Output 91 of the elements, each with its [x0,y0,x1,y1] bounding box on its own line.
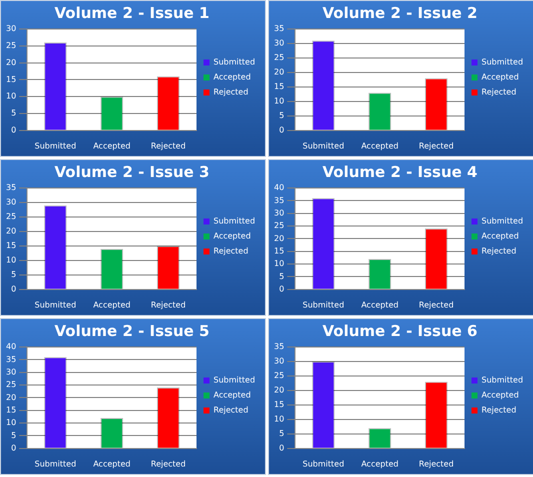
y-tick-label: 35 [274,342,284,352]
y-tick-label: 20 [274,386,284,395]
legend-label: Accepted [214,72,251,82]
chart-title: Volume 2 - Issue 5 [54,322,210,340]
y-tick-label: 30 [274,38,284,48]
y-tick-label: 20 [274,68,284,77]
legend-label: Submitted [482,58,524,67]
legend-label: Accepted [482,390,519,400]
y-tick-label: 25 [6,40,16,50]
legend-label: Submitted [214,58,256,67]
x-tick-label: Submitted [34,141,76,150]
y-tick-label: 10 [6,418,16,428]
y-tick-label: 20 [6,226,16,236]
legend-label: Rejected [482,246,516,256]
y-tick-label: 35 [274,196,284,205]
y-tick-label: 10 [6,256,16,265]
y-tick-label: 35 [6,354,16,364]
y-tick-label: 5 [279,272,284,281]
y-tick-label: 10 [274,96,284,106]
x-tick-label: Accepted [93,459,130,468]
y-tick-label: 0 [279,443,284,452]
y-tick-label: 0 [11,125,16,134]
y-tick-label: 25 [274,221,284,230]
legend-label: Submitted [482,376,524,385]
y-tick-label: 15 [274,246,284,256]
x-tick-label: Submitted [302,300,344,310]
legend-label: Accepted [482,72,519,82]
y-tick-label: 20 [274,234,284,243]
legend-label: Accepted [482,232,519,241]
x-tick-label: Rejected [150,459,186,468]
chart-title: Volume 2 - Issue 6 [322,322,478,340]
x-tick-label: Rejected [150,141,186,150]
x-tick-label: Submitted [34,300,76,310]
y-tick-label: 20 [6,58,16,67]
y-tick-label: 25 [6,212,16,222]
y-tick-label: 25 [274,371,284,380]
y-tick-label: 0 [11,443,16,452]
y-tick-label: 30 [274,208,284,218]
y-tick-label: 15 [6,241,16,250]
legend-label: Rejected [214,406,248,415]
legend-label: Accepted [214,390,251,400]
y-tick-label: 30 [6,198,16,207]
y-tick-label: 30 [6,367,16,376]
x-tick-label: Rejected [418,141,454,150]
x-tick-label: Accepted [361,141,398,150]
x-tick-label: Accepted [361,300,398,310]
y-tick-label: 0 [11,284,16,294]
y-tick-label: 5 [11,108,16,118]
y-tick-label: 15 [6,74,16,84]
x-tick-label: Submitted [302,141,344,150]
legend-label: Submitted [214,376,256,385]
y-tick-label: 10 [274,414,284,424]
y-tick-label: 5 [279,428,284,438]
y-tick-label: 15 [6,405,16,414]
legend-label: Accepted [214,232,251,241]
legend-label: Rejected [214,246,248,256]
y-tick-label: 0 [279,284,284,294]
chart-title: Volume 2 - Issue 2 [322,4,478,22]
y-tick-label: 10 [6,92,16,101]
y-tick-label: 20 [6,392,16,402]
chart-title: Volume 2 - Issue 4 [322,162,478,181]
chart-title: Volume 2 - Issue 1 [54,4,210,22]
legend-label: Submitted [214,216,256,226]
x-tick-label: Accepted [361,459,398,468]
y-tick-label: 0 [279,125,284,134]
y-tick-label: 25 [274,53,284,62]
x-tick-label: Rejected [150,300,186,310]
y-tick-label: 35 [6,183,16,192]
y-tick-label: 25 [6,380,16,390]
y-tick-label: 30 [274,356,284,366]
y-tick-label: 5 [279,110,284,120]
y-tick-label: 15 [274,82,284,92]
x-tick-label: Rejected [418,300,454,310]
y-tick-label: 5 [11,270,16,279]
legend-label: Rejected [482,406,516,415]
x-tick-label: Submitted [34,459,76,468]
y-tick-label: 10 [274,259,284,268]
chart-title: Volume 2 - Issue 3 [54,162,210,181]
y-tick-label: 35 [274,24,284,34]
y-tick-label: 40 [274,183,284,192]
x-tick-label: Submitted [302,459,344,468]
y-tick-label: 30 [6,24,16,34]
x-tick-label: Accepted [93,300,130,310]
y-tick-label: 5 [11,430,16,440]
x-tick-label: Rejected [418,459,454,468]
x-tick-label: Accepted [93,141,130,150]
legend-label: Rejected [214,88,248,97]
y-tick-label: 40 [6,342,16,352]
legend-label: Submitted [482,216,524,226]
legend-label: Rejected [482,88,516,97]
y-tick-label: 15 [274,400,284,410]
